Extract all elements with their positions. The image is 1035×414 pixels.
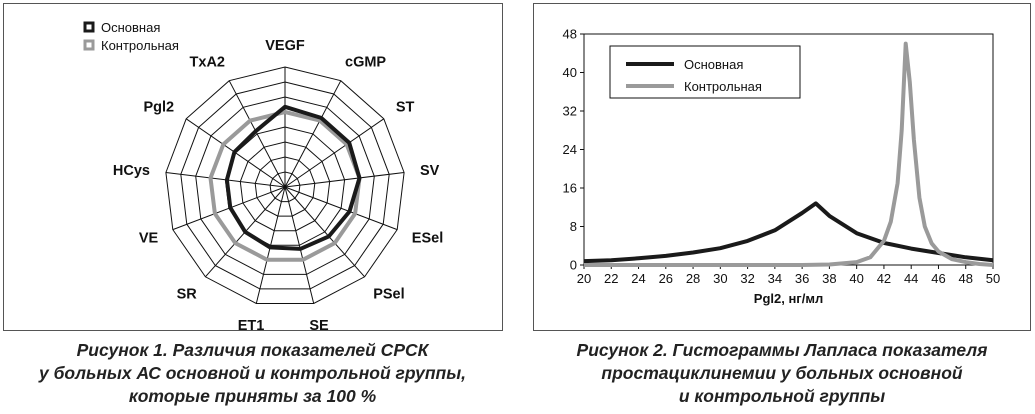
x-tick-label: 36 — [795, 271, 809, 286]
radar-category-label: cGMP — [345, 54, 386, 70]
series-line — [583, 201, 994, 264]
x-tick-label: 48 — [958, 271, 972, 286]
y-tick-label: 32 — [563, 104, 577, 119]
y-tick-label: 0 — [570, 258, 577, 273]
legend-swatch — [83, 21, 95, 33]
line-chart: 0 8 16 24 32 40 48 20 22 24 26 28 30 32 34 36 38 40 42 44 46… — [563, 27, 1001, 307]
radar-spoke — [284, 80, 342, 188]
radar-category-label: PSel — [373, 286, 404, 302]
x-tick-label: 50 — [986, 271, 1000, 286]
line-chart-panel: 0 8 16 24 32 40 48 20 22 24 26 28 30 32 34 36 38 40 42 44 46… — [533, 3, 1031, 331]
x-tick-label: 32 — [740, 271, 754, 286]
radar-chart: VEGF cGMP ST SV ESel PSel SE ET1 SR VE HCys Pgl2 TxA… — [83, 20, 443, 330]
radar-spoke — [284, 186, 365, 278]
figure1-caption-line: у больных АС основной и контрольной груп… — [38, 363, 467, 383]
radar-spoke — [284, 172, 405, 188]
radar-series-line — [208, 110, 362, 262]
radar-grid-ring — [165, 66, 405, 304]
radar-grid-ring — [180, 81, 390, 290]
x-tick-label: 20 — [577, 271, 591, 286]
y-tick-label: 40 — [563, 65, 577, 80]
figure2-caption-line: Рисунок 2. Гистограммы Лапласа показател… — [576, 340, 988, 360]
radar-category-label: SE — [309, 318, 329, 330]
radar-category-label: VEGF — [265, 38, 305, 54]
x-tick-label: 40 — [849, 271, 863, 286]
radar-grid-ring — [269, 171, 301, 203]
radar-category-label: ST — [396, 99, 415, 115]
figure2-caption: Рисунок 2. Гистограммы Лапласа показател… — [532, 339, 1032, 408]
radar-category-label: ET1 — [238, 318, 265, 330]
radar-category-label: VE — [139, 230, 159, 246]
y-tick-label: 16 — [563, 181, 577, 196]
x-tick-label: 28 — [686, 271, 700, 286]
radar-spoke — [284, 186, 315, 304]
x-tick-label: 26 — [659, 271, 673, 286]
radar-category-label: TxA2 — [190, 54, 225, 70]
radar-category-label: SR — [177, 286, 198, 302]
x-tick-label: 24 — [631, 271, 645, 286]
radar-grid-ring — [254, 156, 316, 217]
figure2-caption-line: простациклинемии у больных основной — [601, 363, 963, 383]
x-tick-label: 38 — [822, 271, 836, 286]
radar-spoke — [284, 186, 398, 231]
figure1-caption-line: Рисунок 1. Различия показателей СРСК — [76, 340, 429, 360]
radar-category-label: HCys — [113, 163, 150, 179]
radar-category-label: SV — [420, 163, 440, 179]
series-line — [584, 41, 994, 267]
figure1-caption-line: которые приняты за 100 % — [128, 386, 377, 406]
radar-category-label: Pgl2 — [143, 99, 174, 115]
legend-label: Основная — [101, 20, 160, 35]
x-tick-label: 44 — [904, 271, 918, 286]
legend-label: Основная — [684, 57, 743, 72]
legend-swatch — [83, 39, 95, 51]
x-tick-label: 42 — [877, 271, 891, 286]
legend-box — [609, 45, 801, 99]
x-axis-label: Pgl2, нг/мл — [754, 291, 823, 306]
radar-spoke — [255, 186, 286, 304]
figure1-caption: Рисунок 1. Различия показателей СРСК у б… — [0, 339, 505, 408]
y-tick-label: 48 — [563, 27, 577, 42]
x-tick-label: 46 — [931, 271, 945, 286]
radar-spoke — [228, 80, 286, 188]
radar-grid-ring — [195, 96, 375, 275]
radar-category-label: ESel — [412, 230, 443, 246]
x-tick-label: 34 — [768, 271, 782, 286]
radar-grid-ring — [239, 141, 331, 232]
radar-series-line — [224, 104, 362, 251]
y-tick-label: 24 — [563, 142, 577, 157]
legend-label: Контрольная — [684, 79, 762, 94]
radar-spoke — [284, 118, 385, 188]
x-tick-label: 30 — [713, 271, 727, 286]
y-tick-label: 8 — [570, 219, 577, 234]
x-tick-label: 22 — [604, 271, 618, 286]
legend-label: Контрольная — [101, 38, 179, 53]
radar-chart-panel: VEGF cGMP ST SV ESel PSel SE ET1 SR VE HCys Pgl2 TxA… — [3, 3, 503, 331]
figure2-caption-line: и контрольной группы — [678, 386, 886, 406]
